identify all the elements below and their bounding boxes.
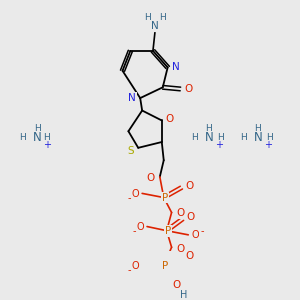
Text: O: O bbox=[136, 222, 144, 233]
Text: H: H bbox=[217, 133, 224, 142]
Text: N: N bbox=[205, 130, 213, 143]
Text: H: H bbox=[206, 124, 212, 133]
Text: O: O bbox=[186, 212, 194, 222]
Text: H: H bbox=[180, 290, 187, 300]
Text: +: + bbox=[43, 140, 51, 150]
Text: H: H bbox=[34, 124, 40, 133]
Text: N: N bbox=[151, 21, 159, 31]
Text: O: O bbox=[176, 244, 184, 254]
Text: H: H bbox=[266, 133, 273, 142]
Text: O: O bbox=[131, 189, 139, 199]
Text: +: + bbox=[215, 140, 223, 150]
Text: O: O bbox=[147, 173, 155, 184]
Text: H: H bbox=[44, 133, 50, 142]
Text: H: H bbox=[191, 133, 197, 142]
Text: O: O bbox=[185, 181, 194, 191]
Text: P: P bbox=[164, 226, 171, 236]
Text: O: O bbox=[166, 114, 174, 124]
Text: N: N bbox=[172, 62, 179, 72]
Text: H: H bbox=[19, 133, 26, 142]
Text: -: - bbox=[133, 226, 136, 236]
Text: H: H bbox=[144, 13, 150, 22]
Text: -: - bbox=[128, 266, 131, 275]
Text: H: H bbox=[240, 133, 247, 142]
Text: O: O bbox=[172, 280, 181, 290]
Text: O: O bbox=[191, 230, 199, 240]
Text: N: N bbox=[254, 130, 262, 143]
Text: O: O bbox=[176, 208, 184, 218]
Text: N: N bbox=[33, 130, 41, 143]
Text: P: P bbox=[162, 260, 168, 271]
Text: N: N bbox=[128, 93, 136, 103]
Text: O: O bbox=[184, 84, 192, 94]
Text: H: H bbox=[255, 124, 261, 133]
Text: S: S bbox=[127, 146, 134, 156]
Text: P: P bbox=[162, 193, 168, 202]
Text: O: O bbox=[185, 250, 194, 261]
Text: H: H bbox=[159, 13, 166, 22]
Text: -: - bbox=[128, 194, 131, 203]
Text: -: - bbox=[200, 226, 204, 236]
Text: +: + bbox=[264, 140, 272, 150]
Text: O: O bbox=[131, 261, 139, 271]
